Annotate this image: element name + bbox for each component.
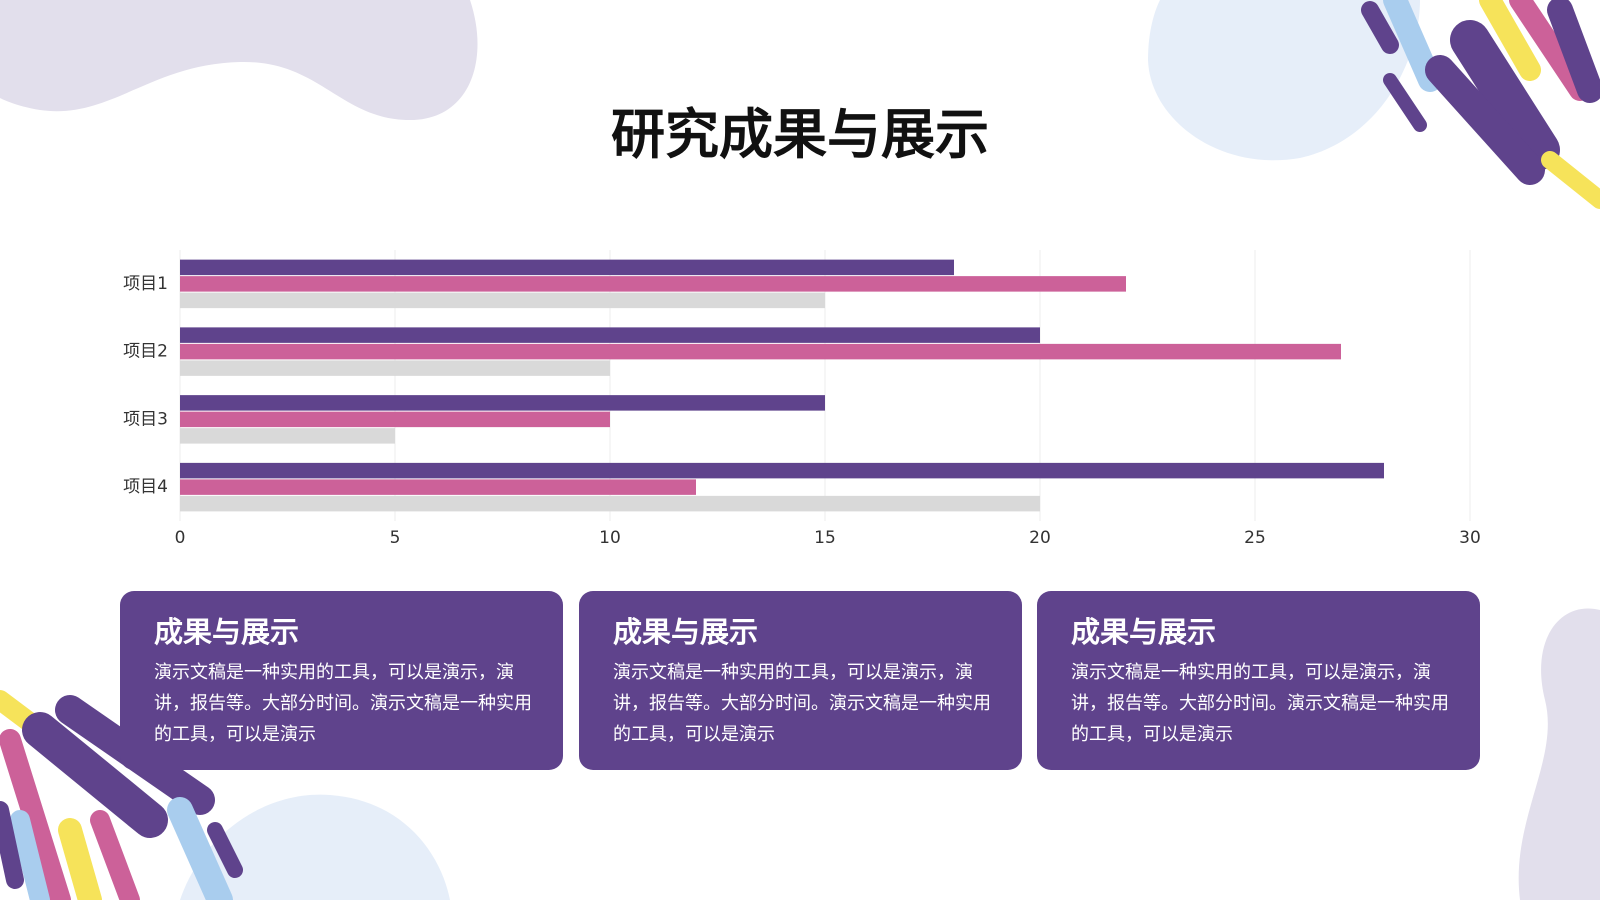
card-title: 成果与展示 bbox=[613, 615, 759, 649]
stroke bbox=[10, 810, 50, 900]
bar bbox=[180, 276, 1126, 292]
card-body: 演示文稿是一种实用的工具，可以是演示，演讲，报告等。大部分时间。演示文稿是一种实… bbox=[1071, 662, 1449, 745]
card-title: 成果与展示 bbox=[154, 615, 300, 649]
x-tick-label: 0 bbox=[175, 528, 186, 548]
y-tick-label: 项目1 bbox=[123, 274, 168, 294]
bar bbox=[180, 343, 1341, 360]
y-tick-label: 项目3 bbox=[123, 409, 168, 429]
bar bbox=[180, 479, 696, 495]
stroke bbox=[1541, 151, 1600, 209]
card: 成果与展示 演示文稿是一种实用的工具，可以是演示，演讲，报告等。大部分时间。演示… bbox=[1037, 591, 1480, 770]
stroke bbox=[1450, 20, 1560, 170]
bar bbox=[180, 360, 610, 376]
stroke bbox=[1425, 55, 1545, 185]
stroke bbox=[1547, 0, 1600, 103]
stroke bbox=[0, 801, 24, 889]
stroke bbox=[0, 729, 71, 900]
bar bbox=[180, 395, 825, 411]
bar bbox=[180, 428, 395, 444]
stroke bbox=[207, 822, 243, 878]
blob bbox=[1518, 608, 1600, 900]
y-tick-label: 项目4 bbox=[123, 477, 168, 497]
stroke bbox=[167, 797, 233, 900]
x-tick-label: 20 bbox=[1029, 528, 1051, 548]
slide-title: 研究成果与展示 bbox=[611, 103, 989, 166]
bar bbox=[180, 292, 825, 309]
stroke bbox=[1383, 0, 1442, 92]
stroke bbox=[1509, 0, 1591, 101]
stroke bbox=[90, 810, 140, 900]
stroke bbox=[1361, 1, 1399, 54]
x-tick-label: 5 bbox=[390, 528, 401, 548]
card: 成果与展示 演示文稿是一种实用的工具，可以是演示，演讲，报告等。大部分时间。演示… bbox=[579, 591, 1022, 770]
x-tick-label: 15 bbox=[814, 528, 836, 548]
card-body: 演示文稿是一种实用的工具，可以是演示，演讲，报告等。大部分时间。演示文稿是一种实… bbox=[613, 662, 991, 745]
blob bbox=[0, 0, 478, 120]
blob bbox=[1148, 0, 1420, 161]
bar bbox=[180, 327, 1040, 343]
stroke bbox=[1479, 0, 1541, 81]
stroke bbox=[22, 712, 168, 838]
x-tick-label: 30 bbox=[1459, 528, 1481, 548]
card: 成果与展示 演示文稿是一种实用的工具，可以是演示，演讲，报告等。大部分时间。演示… bbox=[120, 591, 563, 770]
blob bbox=[180, 794, 450, 900]
bar bbox=[180, 462, 1384, 479]
y-tick-label: 项目2 bbox=[123, 342, 168, 362]
stroke bbox=[1383, 73, 1427, 132]
x-tick-label: 10 bbox=[599, 528, 621, 548]
card-body: 演示文稿是一种实用的工具，可以是演示，演讲，报告等。大部分时间。演示文稿是一种实… bbox=[154, 662, 532, 745]
bar bbox=[180, 259, 954, 276]
bar bbox=[180, 411, 610, 428]
stroke bbox=[58, 818, 102, 900]
card-title: 成果与展示 bbox=[1071, 615, 1217, 649]
x-tick-label: 25 bbox=[1244, 528, 1266, 548]
bar bbox=[180, 495, 1040, 512]
